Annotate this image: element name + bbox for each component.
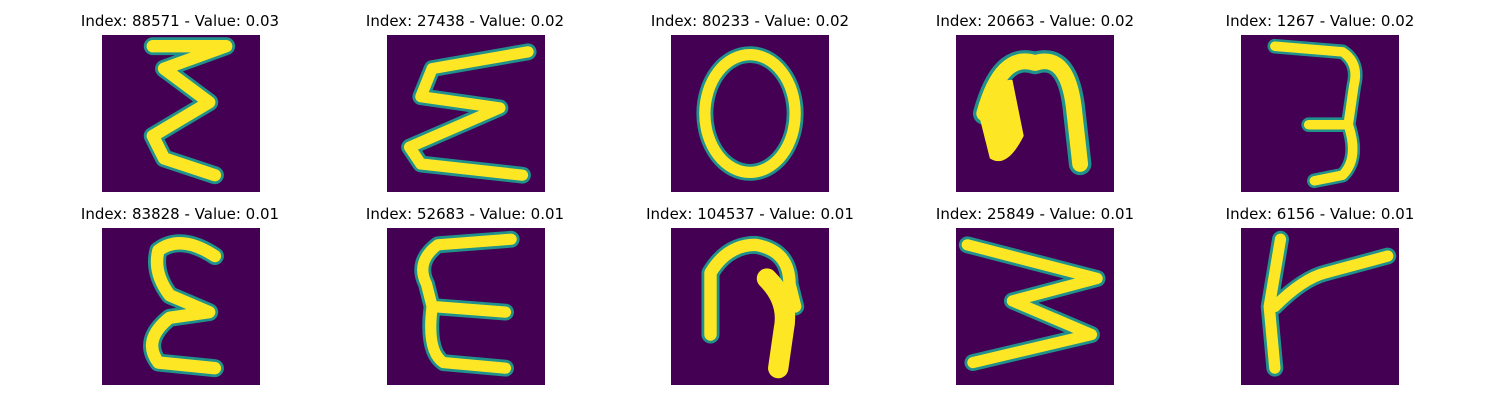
panel-title: Index: 104537 - Value: 0.01 xyxy=(646,205,854,223)
digit-thumbnail xyxy=(671,35,829,192)
panel-title: Index: 83828 - Value: 0.01 xyxy=(80,205,280,223)
digit-thumbnail xyxy=(387,35,545,192)
panel-title: Index: 80233 - Value: 0.02 xyxy=(650,12,850,30)
digit-thumbnail xyxy=(956,228,1114,385)
digit-thumbnail xyxy=(671,228,829,385)
panel-title: Index: 20663 - Value: 0.02 xyxy=(935,12,1135,30)
digit-thumbnail xyxy=(1241,35,1399,192)
digit-thumbnail xyxy=(1241,228,1399,385)
digit-thumbnail xyxy=(102,228,260,385)
digit-thumbnail xyxy=(387,228,545,385)
panel-title: Index: 52683 - Value: 0.01 xyxy=(365,205,565,223)
digit-thumbnail xyxy=(102,35,260,192)
panel-title: Index: 6156 - Value: 0.01 xyxy=(1225,205,1415,223)
panel-title: Index: 27438 - Value: 0.02 xyxy=(365,12,565,30)
digit-thumbnail xyxy=(956,35,1114,192)
panel-title: Index: 88571 - Value: 0.03 xyxy=(80,12,280,30)
panel-title: Index: 25849 - Value: 0.01 xyxy=(935,205,1135,223)
panel-title: Index: 1267 - Value: 0.02 xyxy=(1225,12,1415,30)
